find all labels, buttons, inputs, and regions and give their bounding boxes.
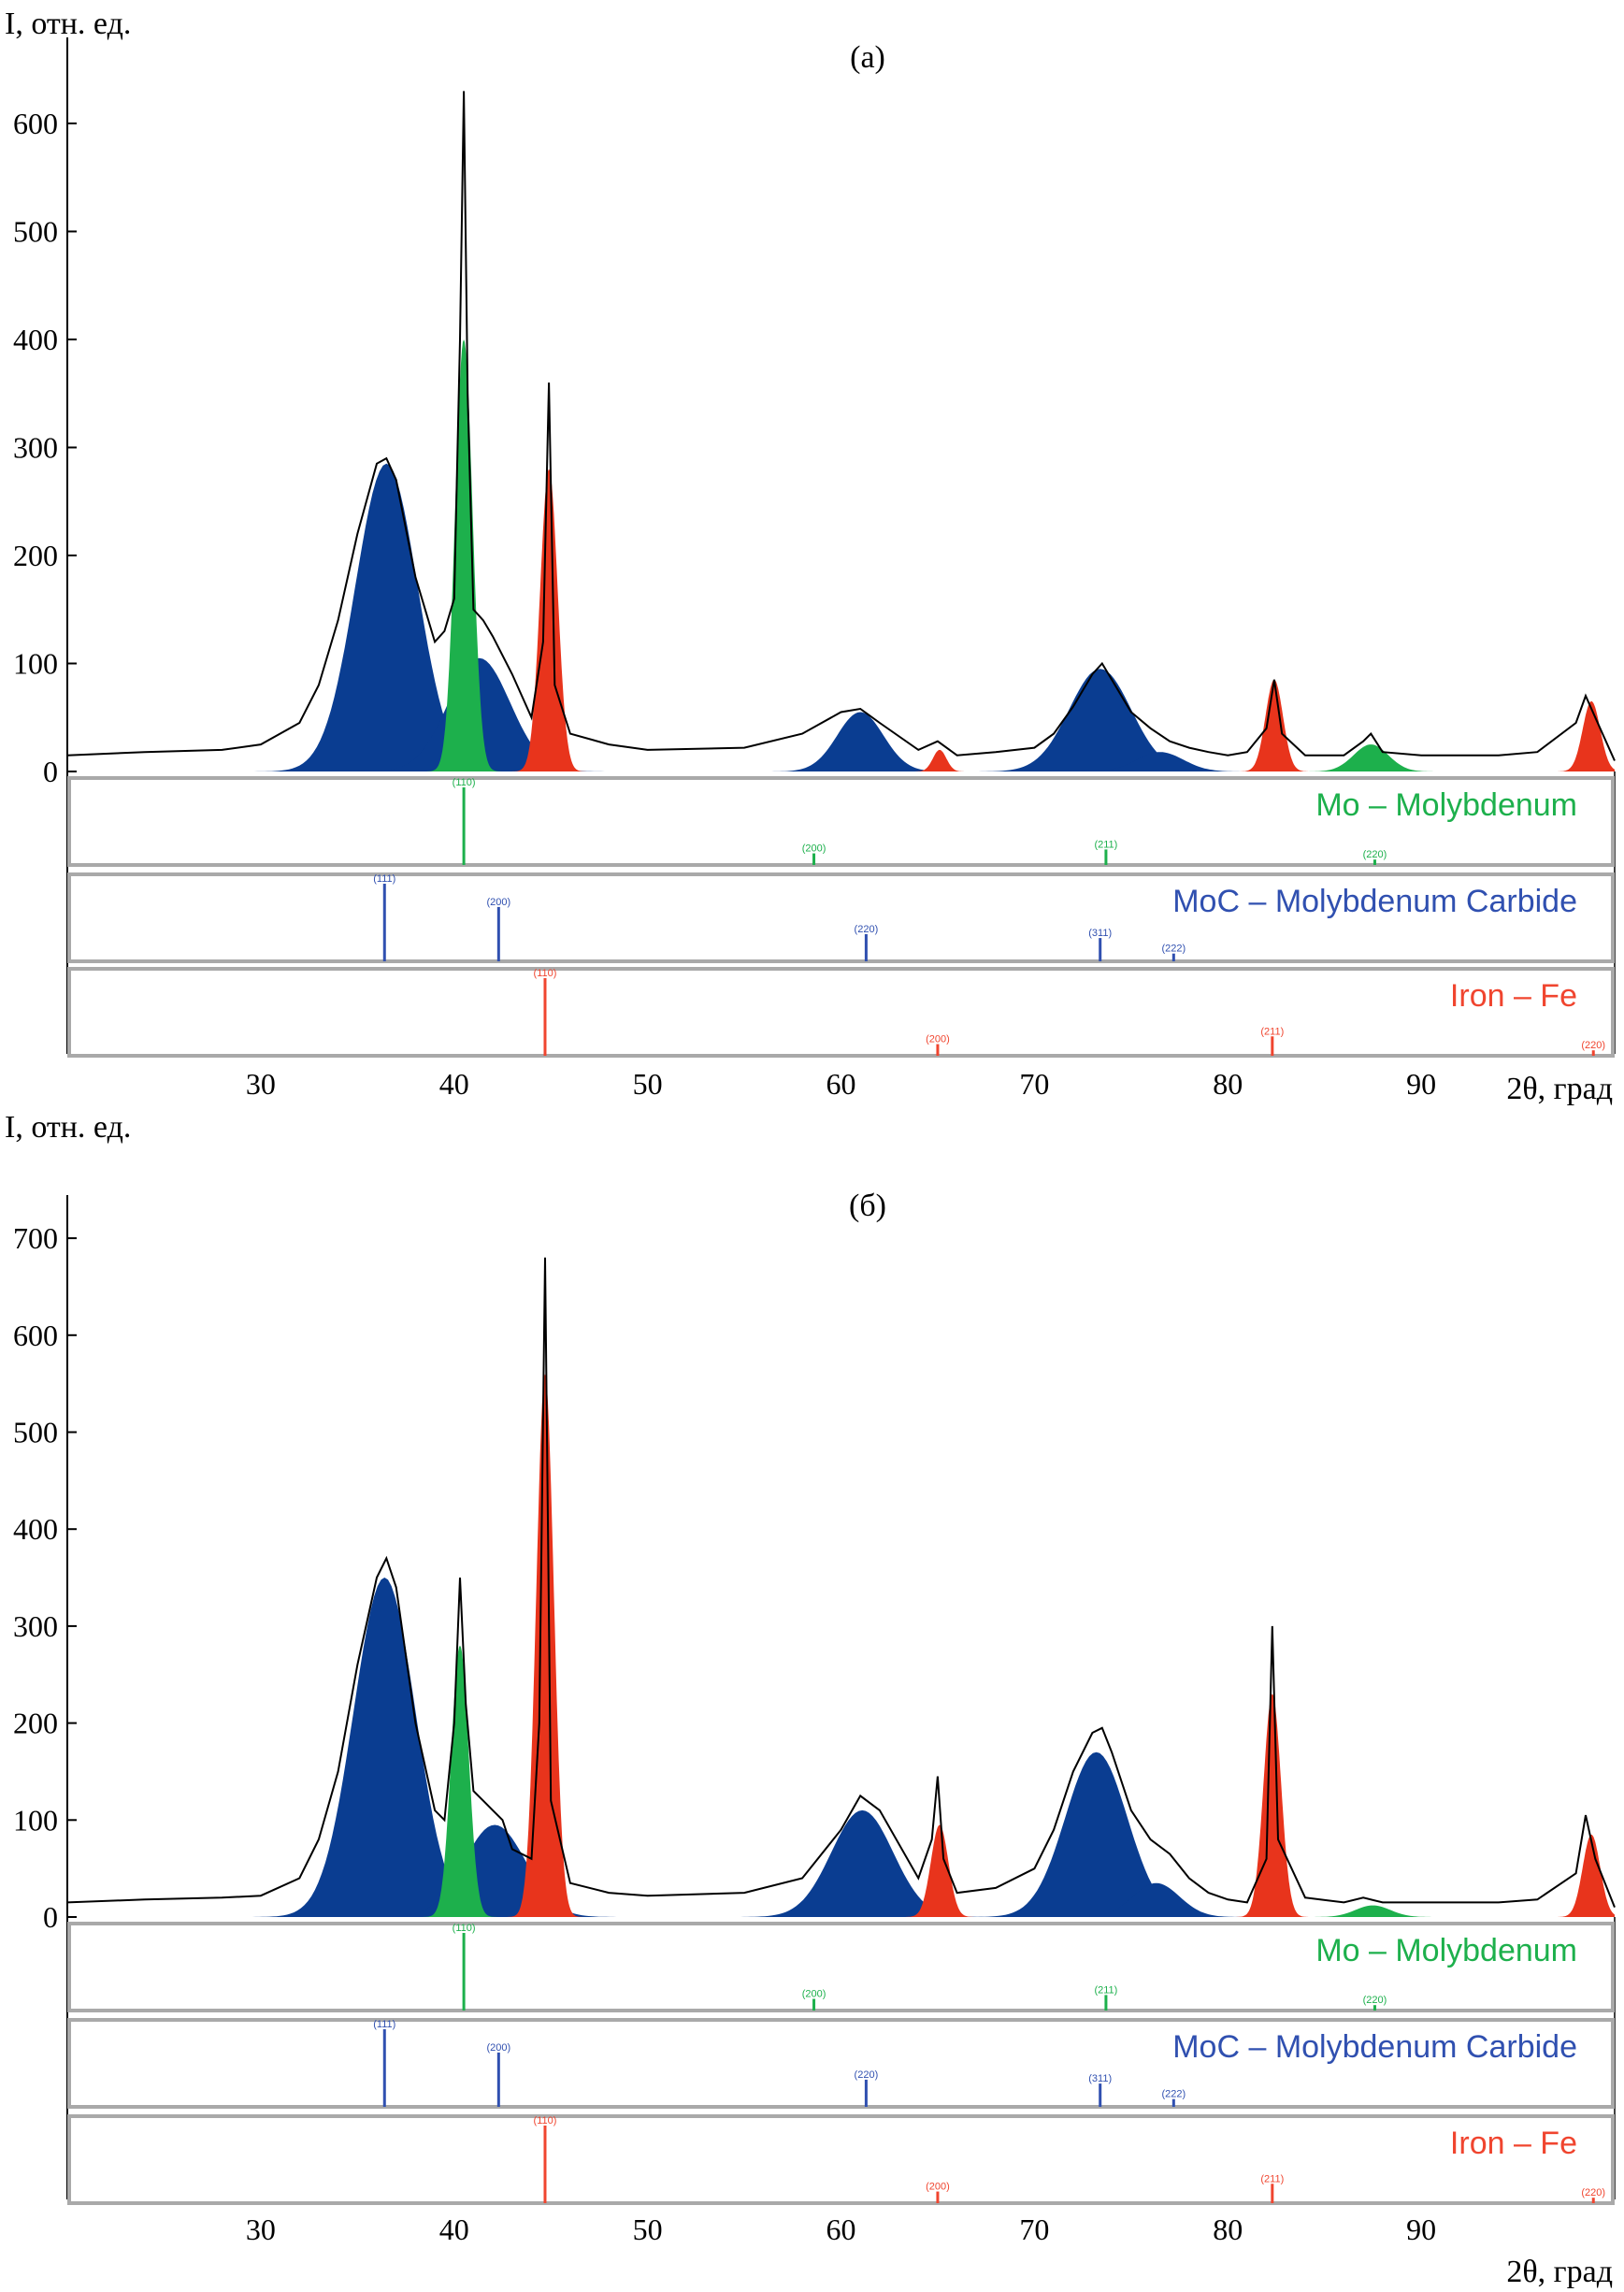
peak-fill-moc-1 xyxy=(355,1824,635,1917)
y-tick-label: 200 xyxy=(13,1707,58,1740)
y-tick-label: 300 xyxy=(13,431,58,465)
reference-panel-title: MoC – Molybdenum Carbide xyxy=(1172,2029,1577,2065)
reference-hkl-label: (200) xyxy=(802,843,826,855)
peak-fill-mo-5 xyxy=(421,1645,499,1917)
y-tick-label: 600 xyxy=(13,107,58,140)
peak-fill-moc-0 xyxy=(247,463,526,771)
reference-panel-box xyxy=(67,967,1615,1058)
peak-fill-fe-10 xyxy=(1552,700,1615,771)
reference-hkl-label: (110) xyxy=(453,1923,476,1934)
y-tick-label: 400 xyxy=(13,323,58,356)
peak-fill-fe-8 xyxy=(900,1824,979,1917)
reference-hkl-label: (200) xyxy=(802,1989,826,2000)
reference-hkl-label: (220) xyxy=(1581,2187,1605,2198)
panel-a-label: (a) xyxy=(850,40,885,75)
reference-hkl-label: (220) xyxy=(1363,1995,1387,2006)
y-tick-label: 0 xyxy=(43,755,58,788)
y-tick-label: 0 xyxy=(43,1900,58,1934)
peak-fill-fe-7 xyxy=(506,1374,584,1917)
panel-b-ylabel: I, отн. ед. xyxy=(5,1110,131,1145)
peak-fill-mo-6 xyxy=(1294,1905,1452,1917)
reference-panel-box xyxy=(67,2018,1615,2109)
x-tick-label: 40 xyxy=(439,2213,469,2246)
reference-panel-title: Iron – Fe xyxy=(1450,978,1577,1014)
y-tick-label: 700 xyxy=(13,1221,58,1255)
peak-fill-moc-4 xyxy=(1056,752,1265,771)
reference-panel-title: Iron – Fe xyxy=(1450,2126,1577,2161)
x-tick-label: 60 xyxy=(826,2213,856,2246)
peak-fill-fe-9 xyxy=(1232,1694,1312,1917)
reference-hkl-label: (110) xyxy=(534,2115,557,2126)
peak-fill-mo-5 xyxy=(424,339,503,771)
y-tick-label: 400 xyxy=(13,1512,58,1546)
x-tick-label: 80 xyxy=(1213,2213,1243,2246)
x-tick-label: 30 xyxy=(246,1067,276,1101)
x-tick-label: 40 xyxy=(439,1067,469,1101)
peak-fill-moc-2 xyxy=(723,1809,1002,1917)
reference-panel-box xyxy=(67,1922,1615,2012)
reference-panel-title: MoC – Molybdenum Carbide xyxy=(1172,884,1577,919)
y-tick-label: 100 xyxy=(13,1803,58,1837)
measured-pattern-line xyxy=(66,1257,1616,1908)
reference-panel-box xyxy=(67,2114,1615,2205)
peak-fill-fe-8 xyxy=(909,749,970,771)
reference-panel-box xyxy=(67,776,1615,867)
reference-hkl-label: (110) xyxy=(453,777,476,788)
y-tick-label: 600 xyxy=(13,1319,58,1352)
y-tick-label: 500 xyxy=(13,215,58,249)
x-tick-label: 30 xyxy=(246,2213,276,2246)
reference-hkl-label: (311) xyxy=(1088,2073,1112,2084)
y-tick-label: 200 xyxy=(13,539,58,572)
x-tick-label: 70 xyxy=(1019,2213,1049,2246)
peak-fill-moc-0 xyxy=(245,1578,525,1917)
peak-fill-moc-2 xyxy=(755,712,965,771)
reference-hkl-label: (200) xyxy=(486,897,510,908)
reference-hkl-label: (111) xyxy=(373,2019,395,2030)
panel-a-xlabel: 2θ, град xyxy=(1506,1072,1613,1106)
reference-hkl-label: (211) xyxy=(1094,1984,1117,1996)
x-tick-label: 50 xyxy=(633,1067,663,1101)
panel-b-label: (б) xyxy=(849,1189,886,1223)
reference-hkl-label: (111) xyxy=(373,873,395,885)
peak-fill-moc-4 xyxy=(1052,1882,1261,1917)
panel-b: I, отн. ед. (б) 2θ, град 0 100 200 300 400 50… xyxy=(5,1110,1616,2289)
reference-panel-box xyxy=(67,872,1615,963)
reference-hkl-label: (200) xyxy=(486,2042,510,2054)
peak-fill-mo-6 xyxy=(1292,744,1450,771)
reference-hkl-label: (311) xyxy=(1088,928,1112,939)
reference-hkl-label: (220) xyxy=(1581,1040,1605,1051)
reference-hkl-label: (220) xyxy=(855,2069,879,2081)
x-tick-label: 50 xyxy=(633,2213,663,2246)
x-tick-label: 90 xyxy=(1406,1067,1436,1101)
x-tick-label: 70 xyxy=(1019,1067,1049,1101)
reference-hkl-label: (200) xyxy=(926,2182,950,2193)
panel-a-ylabel: I, отн. ед. xyxy=(5,7,131,41)
reference-hkl-label: (222) xyxy=(1161,2089,1186,2100)
y-tick-label: 500 xyxy=(13,1416,58,1449)
peak-fill-moc-3 xyxy=(956,1751,1236,1917)
x-tick-label: 60 xyxy=(826,1067,856,1101)
peak-fill-fe-9 xyxy=(1235,679,1314,771)
reference-hkl-label: (110) xyxy=(534,968,557,979)
reference-panel-title: Mo – Molybdenum xyxy=(1315,787,1577,823)
measured-pattern-line xyxy=(66,91,1616,761)
reference-hkl-label: (220) xyxy=(855,924,879,935)
reference-hkl-label: (211) xyxy=(1260,2173,1284,2184)
y-tick-label: 100 xyxy=(13,647,58,681)
peak-fill-fe-7 xyxy=(510,468,588,771)
reference-hkl-label: (222) xyxy=(1161,944,1186,955)
y-tick-label: 300 xyxy=(13,1609,58,1643)
reference-panel-title: Mo – Molybdenum xyxy=(1315,1933,1577,1968)
reference-hkl-label: (211) xyxy=(1260,1026,1284,1037)
panel-b-xlabel: 2θ, град xyxy=(1506,2255,1613,2289)
x-tick-label: 90 xyxy=(1406,2213,1436,2246)
reference-hkl-label: (220) xyxy=(1363,849,1387,860)
peak-fill-fe-10 xyxy=(1552,1834,1615,1917)
reference-hkl-label: (200) xyxy=(926,1034,950,1045)
x-tick-label: 80 xyxy=(1213,1067,1243,1101)
peak-fill-moc-3 xyxy=(960,669,1240,771)
panel-a: I, отн. ед. (a) 2θ, град 0 100 200 300 400 50… xyxy=(5,7,1616,1106)
reference-hkl-label: (211) xyxy=(1094,839,1117,850)
